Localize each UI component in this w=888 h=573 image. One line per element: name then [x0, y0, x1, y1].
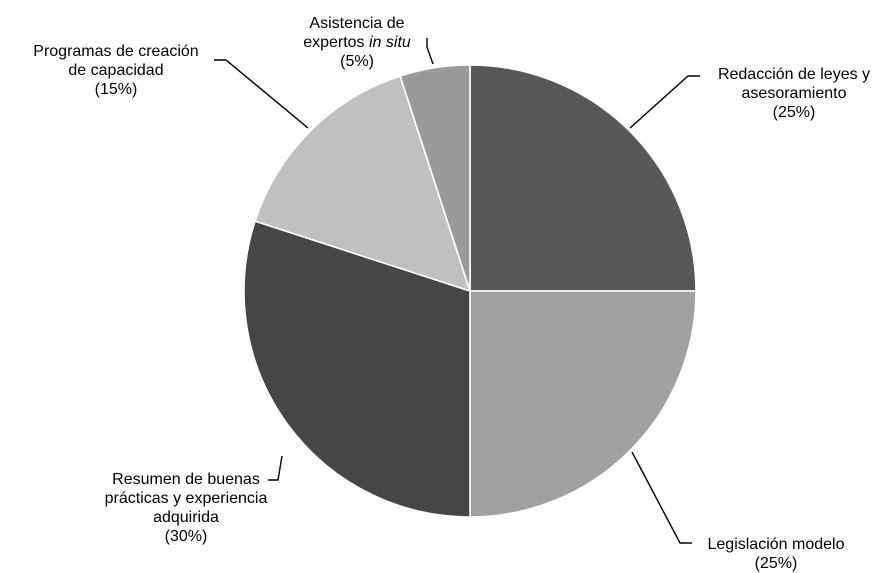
slice-label-line: prácticas y experiencia [66, 489, 306, 508]
slice-label-text: Asistencia de [309, 15, 405, 32]
pie-slice-2 [469, 290, 697, 518]
slice-label-line: Redacción de leyes y [674, 65, 888, 84]
pie-slices [243, 64, 697, 518]
slice-label-text: adquirida [153, 509, 219, 526]
slice-label-text: (25%) [754, 555, 798, 572]
slice-label-text: Legislación modelo [707, 536, 845, 553]
slice-label-text: expertos [303, 34, 369, 51]
leader-line-4 [214, 59, 309, 129]
slice-label-text: (30%) [164, 528, 208, 545]
slice-label-line: Resumen de buenas [66, 470, 306, 489]
slice-label-1: Redacción de leyes y asesoramiento (25%) [674, 65, 888, 122]
pie-slice-3 [243, 220, 471, 518]
pie-slice-5 [399, 64, 471, 292]
slice-label-text: (5%) [340, 53, 374, 70]
slice-label-text: Redacción de leyes y [717, 66, 871, 83]
pie-slice-4 [254, 75, 472, 293]
slice-label-text: in situ [369, 34, 411, 51]
slice-label-text: Resumen de buenas [112, 471, 260, 488]
slice-label-line: asesoramiento [674, 84, 888, 103]
slice-label-text: de capacidad [68, 62, 164, 79]
slice-label-text: prácticas y experiencia [104, 490, 268, 507]
leader-line-3 [268, 455, 283, 481]
slice-label-3: Resumen de buenas prácticas y experiencia… [66, 470, 306, 546]
slice-label-line: adquirida [66, 508, 306, 527]
slice-label-text: (25%) [772, 104, 816, 121]
slice-label-line: Asistencia de [237, 14, 477, 33]
slice-label-2: Legislación modelo (25%) [656, 535, 888, 573]
slice-label-line: expertos in situ [237, 33, 477, 52]
slice-label-5: Asistencia de expertos in situ (5%) [237, 14, 477, 71]
leader-line-1 [629, 75, 700, 129]
slice-label-line: (5%) [237, 52, 477, 71]
slice-label-line: (25%) [674, 103, 888, 122]
slice-label-text: (15%) [94, 81, 138, 98]
leader-line-2 [631, 451, 692, 544]
slice-label-text: asesoramiento [741, 85, 847, 102]
slice-label-line: de capacidad [0, 61, 236, 80]
slice-label-line: (15%) [0, 80, 236, 99]
slice-label-line: Programas de creación [0, 42, 236, 61]
slice-label-text: Programas de creación [33, 43, 199, 60]
slice-label-line: (30%) [66, 527, 306, 546]
slice-label-4: Programas de creación de capacidad (15%) [0, 42, 236, 99]
pie-slice-1 [469, 64, 697, 292]
leader-lines [214, 38, 700, 544]
leader-line-5 [426, 38, 434, 65]
slice-label-line: (25%) [656, 554, 888, 573]
slice-label-line: Legislación modelo [656, 535, 888, 554]
